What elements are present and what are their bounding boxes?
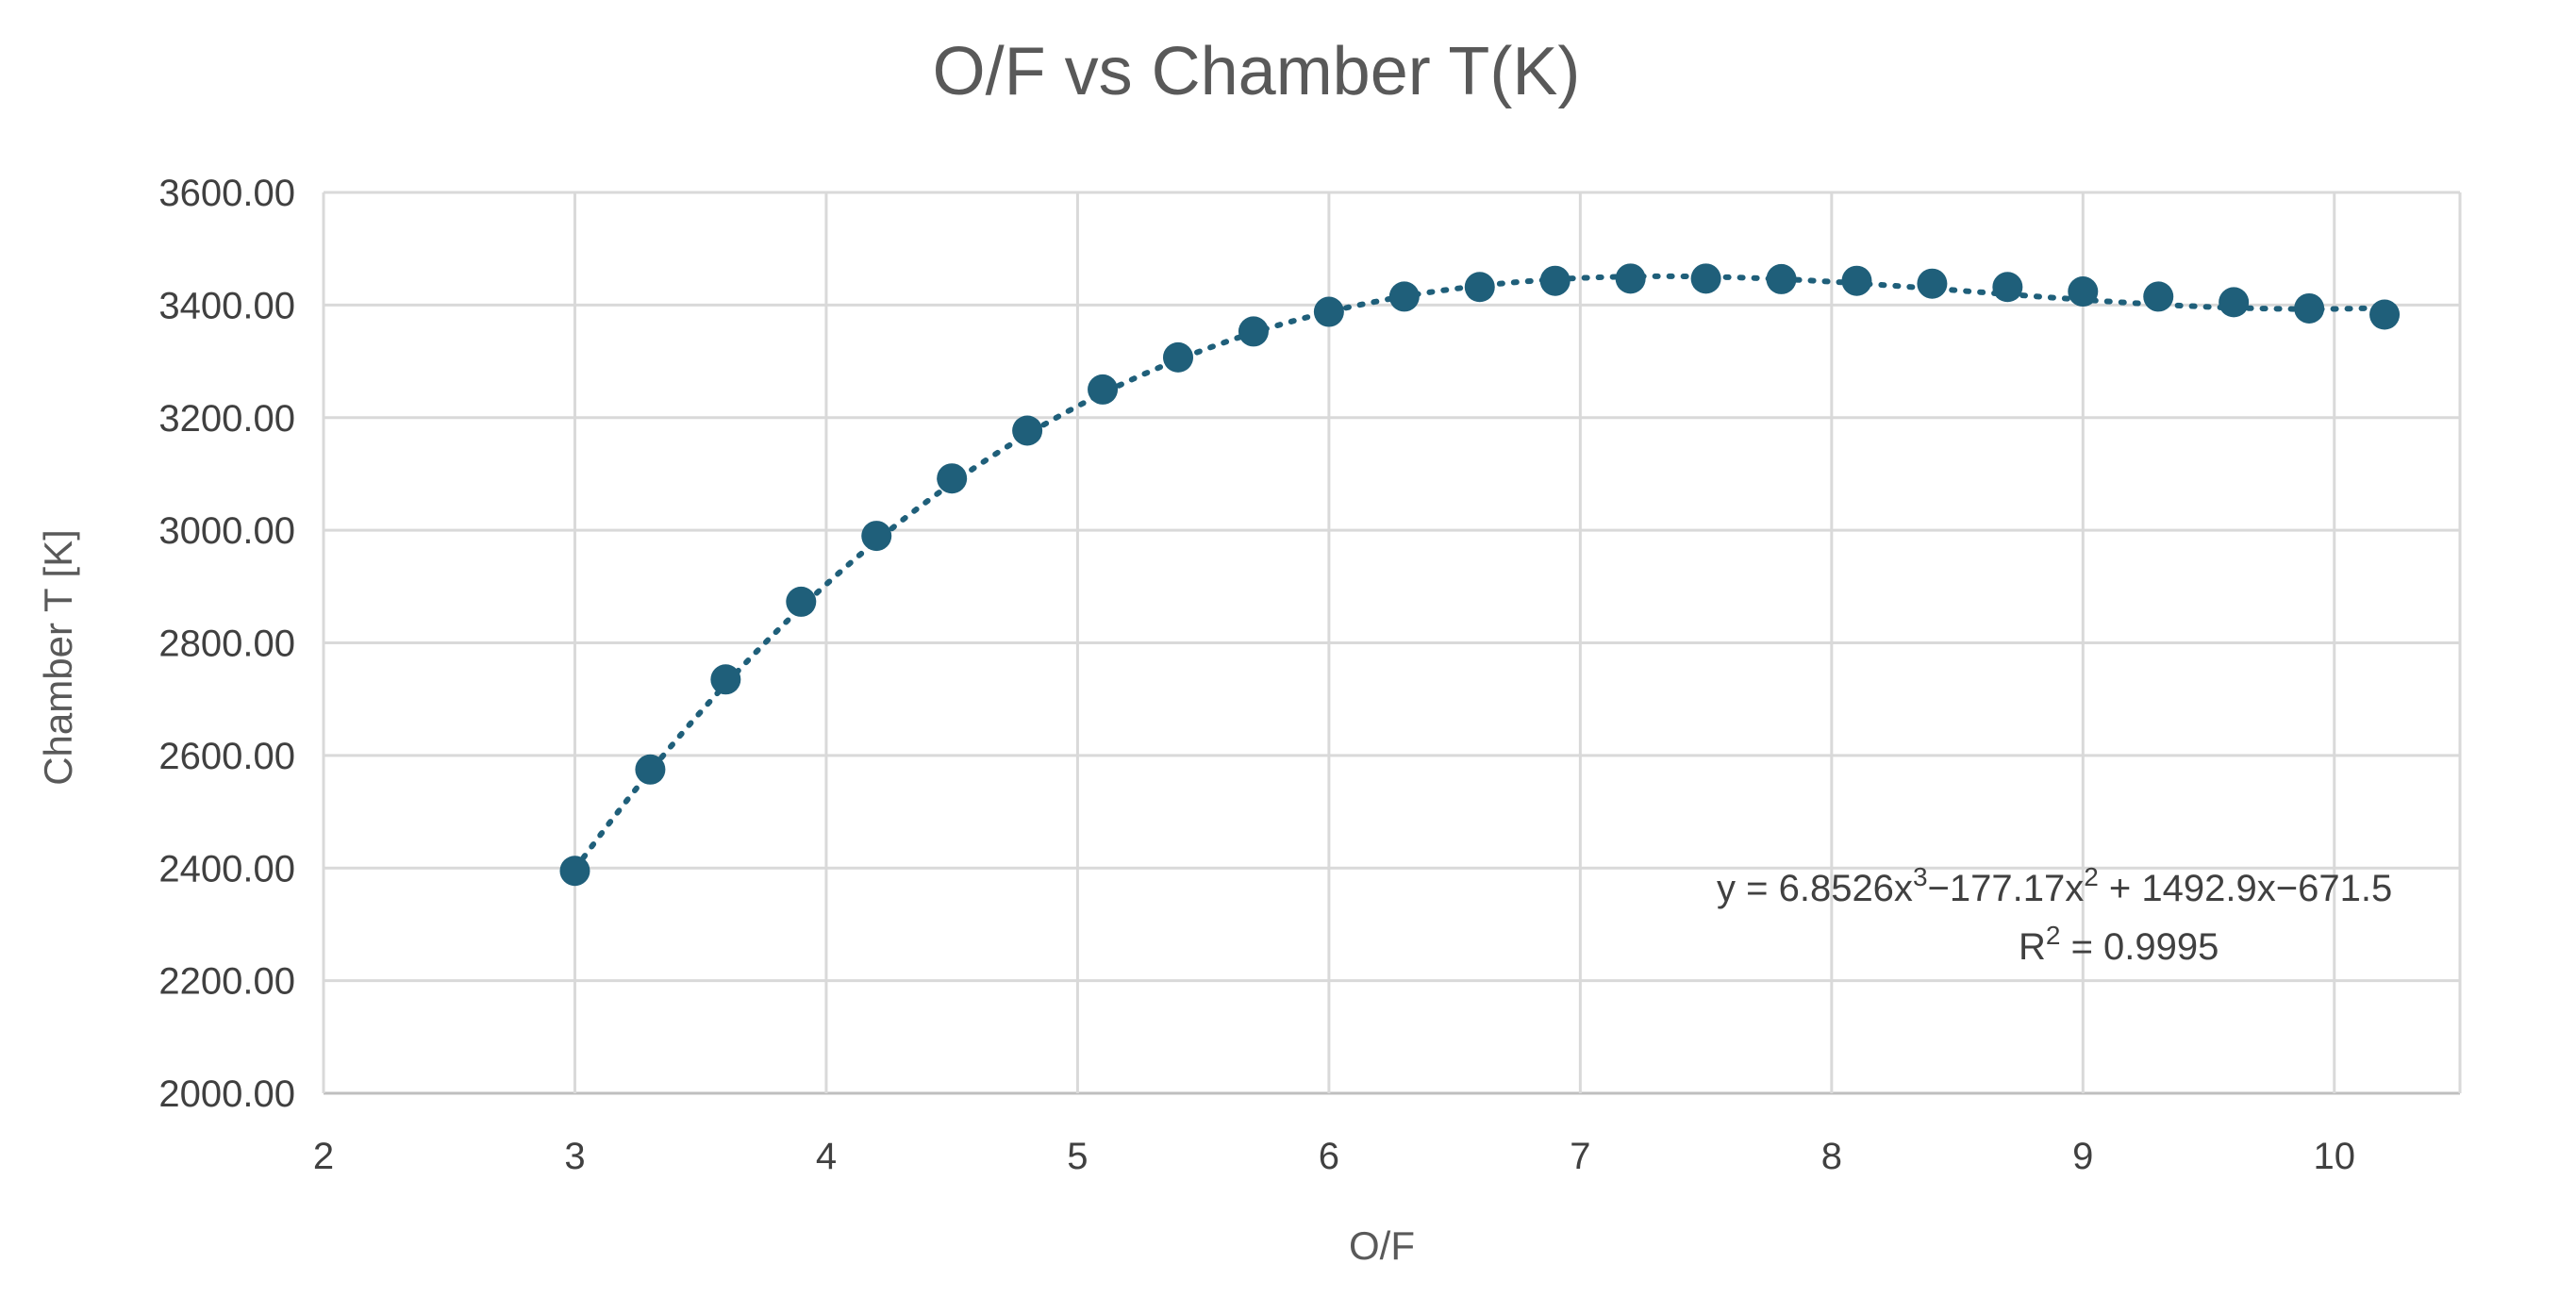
y-tick-label: 2600.00 — [158, 736, 295, 777]
y-tick-label: 2000.00 — [158, 1073, 295, 1115]
data-point — [559, 856, 590, 887]
data-point — [1238, 316, 1269, 347]
x-tick-label: 10 — [2314, 1136, 2356, 1177]
data-point — [2068, 276, 2099, 308]
data-point — [1388, 281, 1420, 312]
x-tick-label: 8 — [1821, 1136, 1842, 1177]
data-point — [2369, 299, 2401, 330]
data-point — [1992, 272, 2023, 303]
x-tick-label: 2 — [313, 1136, 334, 1177]
data-point — [1464, 272, 1495, 303]
data-point — [861, 521, 892, 552]
data-point — [1917, 268, 1948, 299]
x-tick-label: 4 — [816, 1136, 837, 1177]
trendline-equation: y = 6.8526x3−177.17x2 + 1492.9x−671.5 — [1717, 862, 2392, 909]
x-axis-label: O/F — [1349, 1223, 1415, 1268]
data-point — [2219, 287, 2250, 318]
x-tick-label: 6 — [1319, 1136, 1339, 1177]
data-point — [710, 664, 741, 695]
chart-title: O/F vs Chamber T(K) — [933, 34, 1581, 109]
x-tick-label: 9 — [2072, 1136, 2093, 1177]
data-point — [1690, 263, 1721, 294]
y-tick-label: 3400.00 — [158, 285, 295, 326]
y-tick-label: 3000.00 — [158, 510, 295, 552]
data-point — [1615, 263, 1646, 294]
trendline-r-squared: R2 = 0.9995 — [2019, 921, 2219, 968]
y-axis-label: Chamber T [K] — [36, 529, 80, 786]
data-point — [635, 754, 666, 785]
data-point — [1766, 263, 1797, 294]
x-tick-label: 7 — [1570, 1136, 1590, 1177]
data-point — [786, 586, 817, 617]
data-point — [937, 463, 968, 494]
tick-labels: 2000.00 2200.00 2400.00 2600.00 2800.00 3000.… — [158, 173, 2355, 1177]
data-point — [1088, 374, 1119, 405]
y-tick-label: 2400.00 — [158, 848, 295, 890]
data-point — [2143, 281, 2174, 312]
data-point — [1012, 415, 1043, 446]
gridlines — [322, 191, 2462, 1095]
y-tick-label: 2200.00 — [158, 961, 295, 1003]
y-tick-label: 2800.00 — [158, 624, 295, 665]
y-tick-label: 3600.00 — [158, 173, 295, 214]
y-tick-label: 3200.00 — [158, 398, 295, 440]
x-tick-label: 3 — [564, 1136, 585, 1177]
trendline — [572, 273, 2388, 873]
data-point — [1841, 265, 1872, 296]
data-point — [1163, 341, 1193, 373]
x-tick-label: 5 — [1067, 1136, 1088, 1177]
data-point — [2294, 292, 2325, 324]
data-point — [1313, 296, 1344, 327]
data-point — [1539, 265, 1571, 296]
data-points — [559, 263, 2401, 887]
